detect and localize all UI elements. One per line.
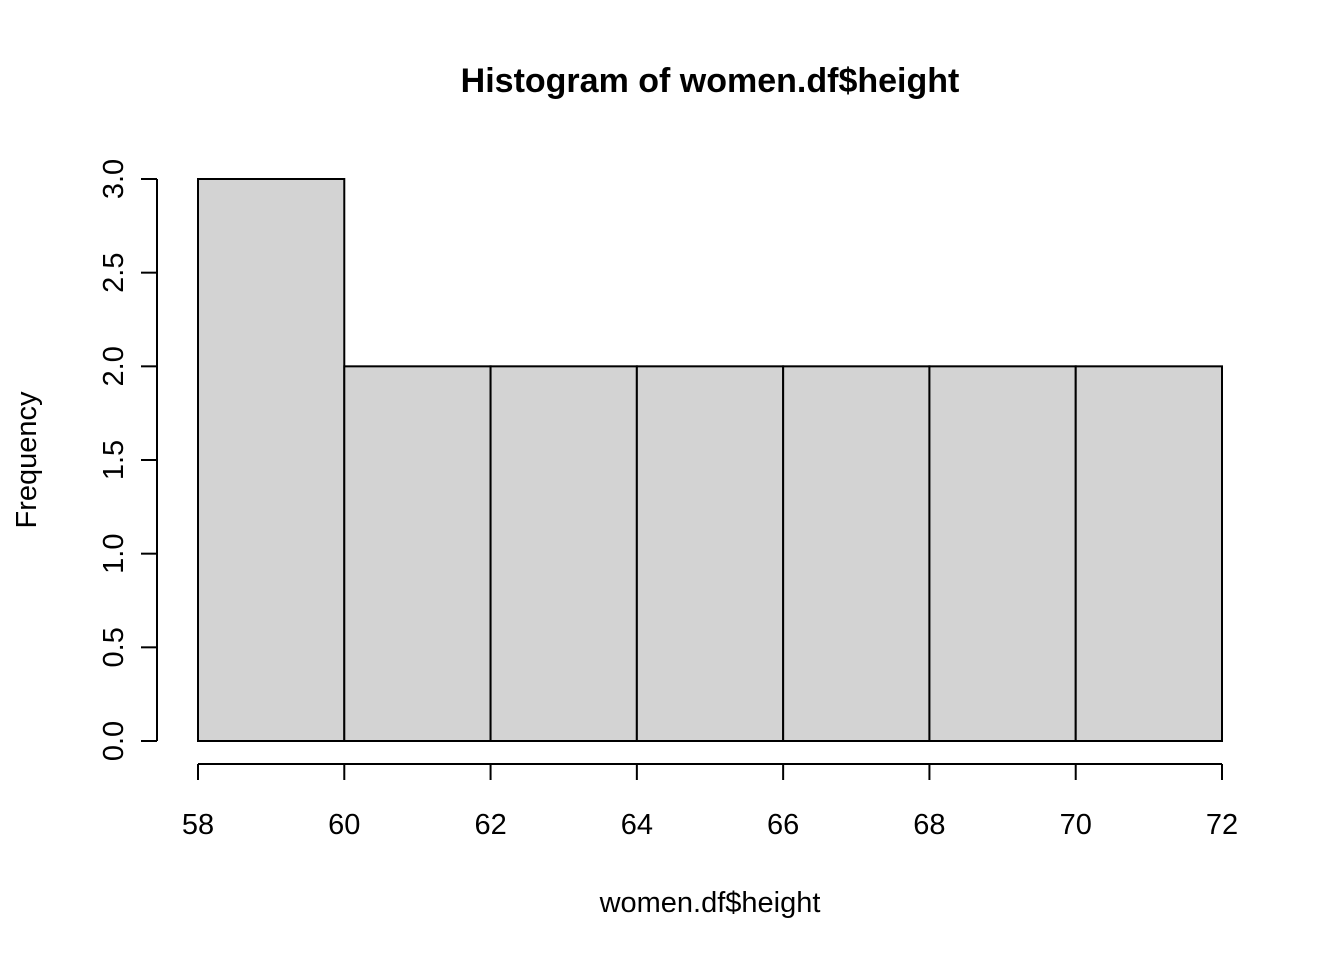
y-axis: 0.0 0.5 1.0 1.5 2.0 2.5 3.0 [98,159,158,761]
x-tick-label: 68 [913,809,945,841]
histogram-bar-6 [928,365,1077,742]
y-tick-label: 1.0 [98,534,130,574]
y-tick-label: 2.0 [98,346,130,386]
x-tick-label: 70 [1060,809,1092,841]
x-tick-label: 72 [1206,809,1238,841]
histogram-bar-5 [782,365,931,742]
y-tick-label: 0.5 [98,627,130,667]
y-tick-label: 1.5 [98,440,130,480]
x-axis-label: women.df$height [599,887,821,919]
x-tick-label: 64 [621,809,653,841]
x-tick-label: 62 [474,809,506,841]
x-tick-label: 66 [767,809,799,841]
y-tick-label: 3.0 [98,159,130,199]
bars-group [197,178,1223,742]
histogram-bar-1 [197,178,346,742]
y-tick-label: 0.0 [98,721,130,761]
histogram-bar-3 [489,365,638,742]
y-tick-label: 2.5 [98,253,130,293]
histogram-bar-7 [1074,365,1223,742]
y-axis-label: Frequency [11,391,43,529]
histogram-bar-4 [635,365,785,742]
x-tick-label: 60 [328,809,360,841]
histogram-bar-2 [343,365,492,742]
x-tick-label: 58 [182,809,214,841]
chart-title: Histogram of women.df$height [461,62,960,100]
x-axis: 58 60 62 64 66 68 70 72 [182,763,1238,841]
